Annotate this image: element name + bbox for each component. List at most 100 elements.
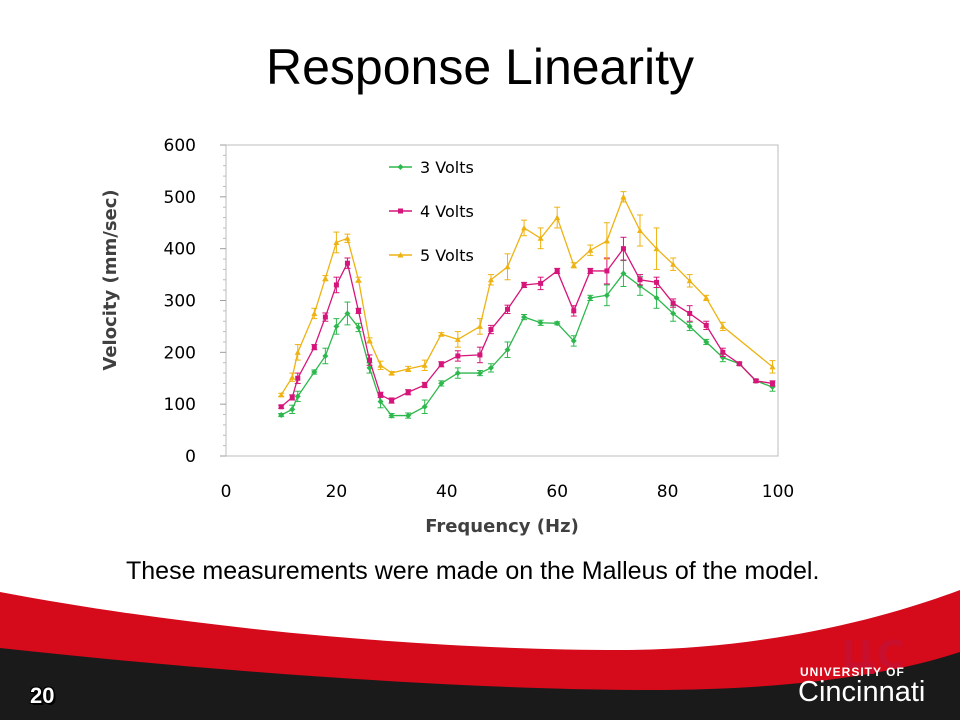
series-4-volts <box>278 236 776 410</box>
data-point <box>769 363 776 370</box>
legend-item: 4 Volts <box>389 202 474 221</box>
footer-dark-band <box>0 648 960 720</box>
data-point <box>421 362 428 368</box>
data-point <box>344 260 350 266</box>
data-point <box>571 308 577 314</box>
data-point <box>438 380 445 387</box>
data-point <box>454 336 461 342</box>
data-point <box>294 393 301 400</box>
data-point <box>670 261 677 267</box>
data-point <box>295 375 301 381</box>
series-line <box>280 195 773 396</box>
data-point <box>322 352 329 359</box>
data-point <box>476 323 483 329</box>
data-point <box>637 227 643 234</box>
data-point <box>405 365 412 372</box>
chart-legend: 3 Volts 4 Volts 5 Volts <box>389 158 474 265</box>
data-point <box>294 349 301 355</box>
y-tick-label: 0 <box>185 447 196 467</box>
data-point <box>311 310 318 316</box>
data-point <box>504 346 511 353</box>
legend-label: 3 Volts <box>420 158 474 177</box>
data-point <box>670 310 677 317</box>
x-axis-ticks: 0 20 40 60 80 100 <box>221 482 795 502</box>
x-axis-title: Frequency (Hz) <box>425 516 579 537</box>
page-number: 20 <box>30 683 55 708</box>
series-line <box>280 247 773 408</box>
y-tick-label: 100 <box>164 395 196 415</box>
data-point <box>753 378 759 384</box>
data-point <box>570 262 577 268</box>
y-tick-label: 400 <box>164 240 196 260</box>
data-point <box>620 246 626 252</box>
data-point <box>366 337 373 343</box>
slide-title: Response Linearity <box>265 39 695 95</box>
data-point <box>521 314 528 321</box>
data-point <box>397 252 404 258</box>
uc-monogram-logo: ЦC <box>841 633 904 677</box>
data-point <box>637 277 643 283</box>
data-point <box>333 239 340 245</box>
data-point <box>603 292 610 299</box>
x-tick-label: 0 <box>221 482 232 502</box>
legend-label: 5 Volts <box>420 246 474 265</box>
data-point <box>554 320 561 327</box>
logo-cincinnati: Cincinnati <box>798 676 926 708</box>
data-point <box>487 364 494 371</box>
data-point <box>344 310 351 317</box>
data-point <box>538 280 544 286</box>
data-point <box>355 308 361 314</box>
data-point <box>587 294 594 301</box>
data-point <box>311 369 318 376</box>
data-point <box>620 270 627 277</box>
data-point <box>454 370 461 377</box>
data-point <box>554 268 560 274</box>
x-tick-label: 40 <box>436 482 458 502</box>
data-point <box>289 394 295 400</box>
data-point <box>653 245 660 252</box>
y-tick-label: 300 <box>164 292 196 312</box>
y-axis-ticks: 0 100 200 300 400 500 600 <box>164 136 226 467</box>
data-point <box>703 338 710 345</box>
data-point <box>355 276 362 283</box>
data-point <box>620 193 627 200</box>
data-point <box>603 237 610 244</box>
x-tick-label: 80 <box>657 482 679 502</box>
series-layer <box>278 191 776 419</box>
data-point <box>278 391 285 398</box>
data-point <box>438 361 444 367</box>
data-point <box>421 403 428 410</box>
data-point <box>477 352 483 358</box>
legend-label: 4 Volts <box>420 202 474 221</box>
data-point <box>355 324 362 331</box>
data-point <box>422 382 428 388</box>
data-point <box>703 294 710 301</box>
data-point <box>388 412 395 419</box>
data-point <box>670 300 676 306</box>
data-point <box>769 380 775 386</box>
legend-item: 3 Volts <box>389 158 474 177</box>
data-point <box>476 370 483 377</box>
data-point <box>686 323 693 330</box>
legend-item: 5 Volts <box>389 246 474 265</box>
data-point <box>487 276 494 283</box>
data-point <box>554 214 561 221</box>
data-point <box>405 412 412 419</box>
data-point <box>388 370 395 376</box>
data-point <box>686 277 693 284</box>
data-point <box>322 275 329 281</box>
data-point <box>405 389 411 395</box>
y-tick-label: 500 <box>164 188 196 208</box>
data-point <box>289 406 296 413</box>
data-point <box>398 208 403 214</box>
data-point <box>504 263 511 270</box>
data-point <box>367 357 373 363</box>
x-tick-label: 20 <box>326 482 348 502</box>
data-point <box>488 327 494 333</box>
logo-university-of: UNIVERSITY OF <box>800 665 905 679</box>
data-point <box>278 404 284 410</box>
data-point <box>719 323 726 329</box>
data-point <box>311 344 317 350</box>
